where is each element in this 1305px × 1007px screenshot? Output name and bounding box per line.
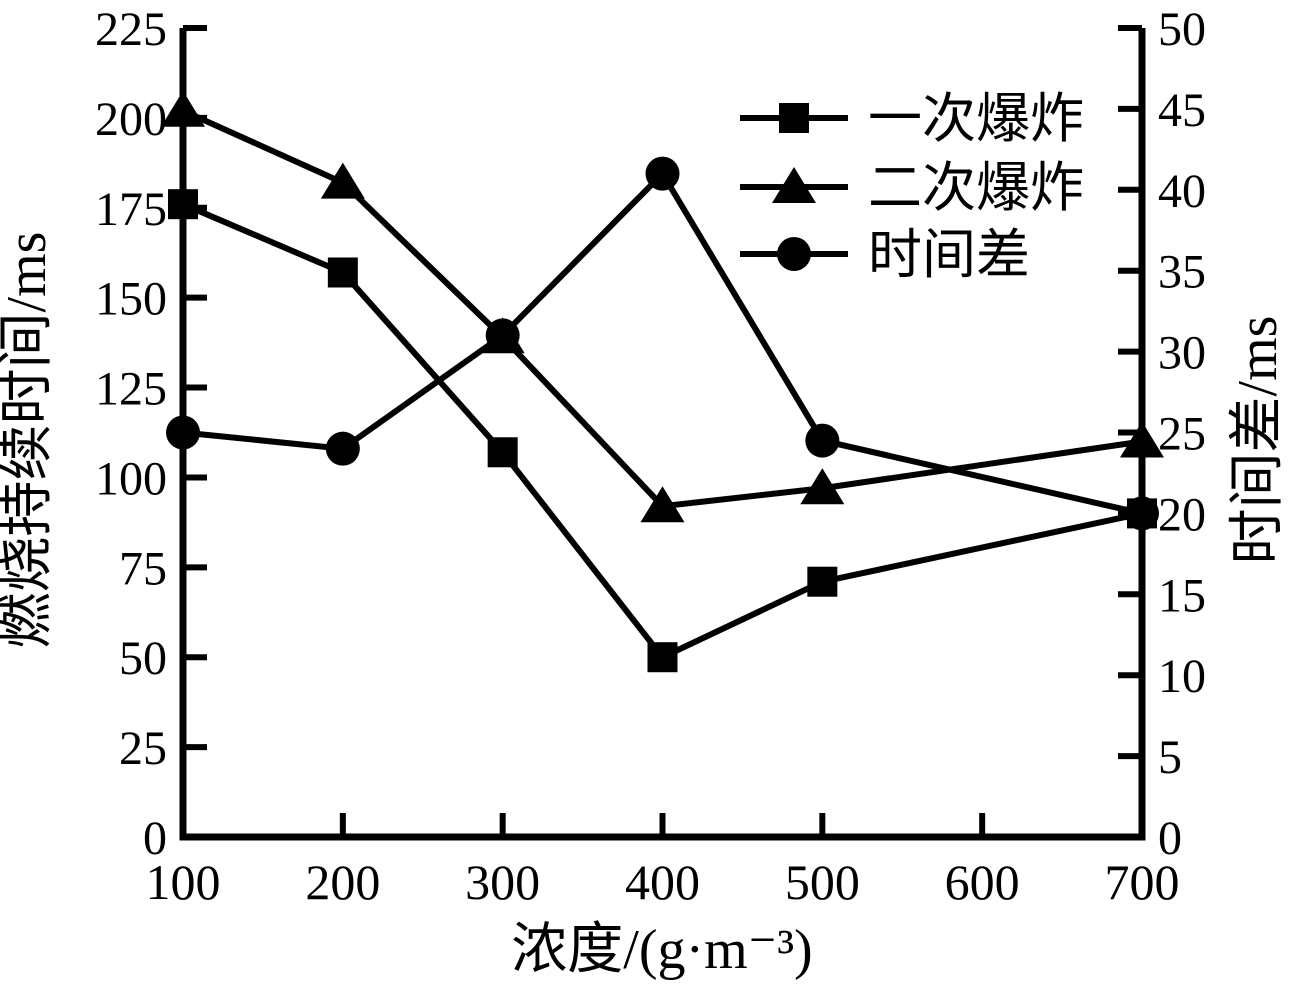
right-tick-label: 35 [1158, 246, 1206, 299]
right-tick-label: 50 [1158, 3, 1206, 56]
data-point-square-icon [807, 566, 838, 597]
data-point-circle-icon [166, 415, 200, 450]
x-tick-label: 400 [625, 854, 700, 910]
left-axis-title: 燃烧持续时间/ms [0, 232, 58, 649]
right-tick-label: 40 [1158, 165, 1206, 218]
left-tick-label: 175 [95, 183, 167, 236]
x-tick-label: 700 [1105, 854, 1180, 910]
x-tick-label: 200 [305, 854, 380, 910]
legend-triangle-icon [772, 167, 816, 203]
right-tick-label: 10 [1158, 650, 1206, 703]
right-tick-label: 0 [1158, 812, 1182, 865]
data-point-circle-icon [325, 431, 360, 466]
right-tick-label: 25 [1158, 408, 1206, 461]
left-tick-label: 150 [95, 273, 167, 326]
right-tick-label: 30 [1158, 327, 1206, 380]
left-tick-label: 225 [95, 3, 167, 56]
left-tick-label: 0 [143, 812, 167, 865]
data-point-triangle-icon [320, 162, 365, 199]
x-tick-label: 100 [146, 854, 221, 910]
series-layer [161, 90, 1164, 673]
legend-square-icon [779, 103, 809, 133]
right-tick-label: 15 [1158, 569, 1206, 622]
data-point-square-icon [647, 642, 678, 673]
x-tick-label: 500 [785, 854, 860, 910]
data-point-square-icon [327, 257, 358, 288]
legend-item: 时间差 [740, 225, 1030, 285]
axes-layer: 0 25 50 75 100 125 150 175 200 225 0 5 10 15 20 25 30 35 4… [95, 3, 1206, 910]
legend-circle-icon [777, 237, 811, 271]
right-tick-label: 5 [1158, 731, 1182, 784]
data-point-circle-icon [1125, 496, 1159, 531]
data-point-square-icon [168, 189, 198, 220]
right-axis-title: 时间差/ms [1227, 316, 1289, 565]
data-point-circle-icon [805, 423, 840, 458]
left-tick-label: 50 [119, 632, 167, 685]
data-point-triangle-icon [800, 468, 845, 505]
legend-item: 二次爆炸 [740, 158, 1084, 218]
right-tick-label: 45 [1158, 84, 1206, 137]
right-tick-label: 20 [1158, 488, 1206, 541]
x-tick-label: 300 [465, 854, 540, 910]
series-line-2 [182, 168, 1143, 517]
series-line-0 [181, 201, 1143, 661]
left-tick-label: 200 [95, 93, 167, 146]
left-tick-label: 75 [119, 542, 167, 595]
data-point-triangle-icon [1120, 421, 1164, 458]
left-tick-label: 100 [95, 452, 167, 505]
data-point-circle-icon [645, 156, 680, 191]
left-tick-label: 25 [119, 722, 167, 775]
left-tick-label: 125 [95, 363, 167, 416]
data-point-triangle-icon [161, 90, 205, 127]
legend-label: 一次爆炸 [868, 89, 1084, 149]
x-axis-title: 浓度/(g·m⁻³) [511, 919, 812, 981]
data-point-circle-icon [485, 318, 520, 353]
legend-label: 时间差 [868, 225, 1030, 285]
series-line-1 [181, 107, 1143, 510]
legend-item: 一次爆炸 [740, 89, 1084, 149]
data-point-square-icon [487, 437, 518, 468]
data-point-triangle-icon [640, 486, 685, 523]
legend-label: 二次爆炸 [868, 158, 1084, 218]
x-tick-label: 600 [945, 854, 1020, 910]
